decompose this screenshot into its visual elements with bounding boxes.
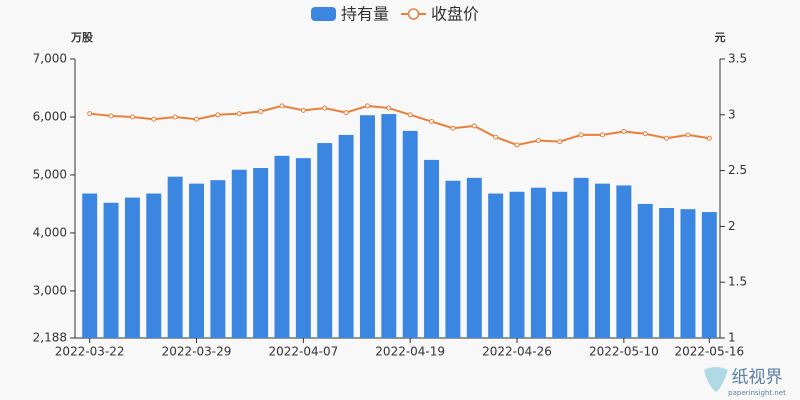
- bar: [680, 209, 696, 338]
- line-point: [535, 137, 541, 143]
- line-point: [514, 142, 520, 148]
- bar: [124, 197, 140, 338]
- x-tick-label: 2022-05-10: [589, 345, 659, 359]
- line-point: [386, 105, 392, 111]
- bar: [530, 187, 546, 338]
- bar: [659, 208, 675, 338]
- legend-swatch-point: [407, 8, 420, 20]
- line-point: [258, 108, 264, 114]
- x-tick-label: 2022-04-26: [482, 345, 552, 359]
- legend-label: 持有量: [341, 5, 389, 24]
- line-point: [599, 132, 605, 138]
- line-point: [493, 134, 499, 140]
- bar: [253, 168, 269, 338]
- line-point: [343, 110, 349, 116]
- line-point: [407, 112, 413, 118]
- bar: [595, 183, 610, 338]
- bar: [552, 191, 568, 338]
- watermark-logo: [704, 367, 728, 392]
- line-point: [450, 125, 456, 131]
- bar: [701, 212, 717, 338]
- line-point: [364, 103, 370, 109]
- bar: [189, 183, 204, 338]
- y2-axis-title: 元: [715, 31, 726, 44]
- bar: [402, 130, 418, 338]
- bar: [103, 202, 119, 338]
- line-point: [215, 112, 221, 118]
- line: [89, 104, 710, 146]
- line-point: [685, 132, 691, 138]
- line-point: [664, 135, 670, 141]
- bar: [146, 193, 162, 338]
- bar: [466, 177, 482, 338]
- bar: [488, 193, 504, 338]
- line-point: [621, 129, 627, 135]
- x-tick-label: 2022-05-16: [674, 345, 744, 359]
- line-point: [87, 111, 93, 117]
- bar: [338, 134, 354, 338]
- line-point: [236, 111, 242, 117]
- line-point: [279, 103, 285, 109]
- line-point: [172, 114, 178, 120]
- watermark-url: paperinsight.net: [728, 389, 786, 397]
- line-point: [300, 107, 306, 113]
- x-tick-label: 2022-03-29: [162, 345, 232, 359]
- line-point: [429, 118, 435, 124]
- line-point: [108, 113, 114, 119]
- line-point: [557, 139, 563, 145]
- y-tick-label: 7,000: [33, 52, 67, 66]
- bar: [359, 115, 375, 338]
- bar: [616, 185, 632, 338]
- line-point: [129, 114, 135, 120]
- y-tick-label: 4,000: [33, 225, 67, 239]
- y-tick-label: 5,000: [33, 167, 67, 181]
- watermark-name: 纸视界: [732, 368, 783, 388]
- y-tick-label: 6,000: [33, 109, 67, 123]
- bar: [317, 143, 333, 338]
- bar: [424, 159, 440, 338]
- legend-label: 收盘价: [431, 5, 479, 24]
- line-point: [151, 116, 157, 122]
- bar: [82, 193, 98, 338]
- bar: [210, 180, 226, 338]
- bar: [231, 169, 247, 338]
- legend-swatch: [311, 7, 336, 21]
- x-tick-label: 2022-04-19: [375, 345, 445, 359]
- y2-tick-label: 3: [728, 107, 736, 121]
- bar: [509, 191, 525, 338]
- y2-tick-label: 1: [728, 331, 736, 345]
- y2-tick-label: 1.5: [728, 275, 747, 289]
- bar: [445, 180, 461, 338]
- bar: [274, 155, 290, 338]
- x-tick-label: 2022-04-07: [268, 345, 338, 359]
- bar: [381, 114, 397, 338]
- y-tick-label: 3,000: [33, 283, 67, 297]
- line-point: [578, 132, 584, 138]
- y-axis-title: 万股: [70, 31, 94, 44]
- line-point: [194, 116, 200, 122]
- line-point: [642, 131, 648, 137]
- bar: [167, 176, 183, 338]
- bar: [573, 177, 589, 338]
- y2-tick-label: 3.5: [728, 52, 747, 66]
- line-point: [322, 105, 328, 111]
- y2-tick-label: 2.5: [728, 163, 747, 177]
- line-point: [706, 135, 712, 141]
- y-tick-label: 2,188: [33, 331, 67, 345]
- y2-tick-label: 2: [728, 219, 736, 233]
- bar: [637, 203, 653, 338]
- line-point: [471, 123, 477, 129]
- x-tick-label: 2022-03-22: [55, 345, 125, 359]
- bar: [295, 158, 311, 338]
